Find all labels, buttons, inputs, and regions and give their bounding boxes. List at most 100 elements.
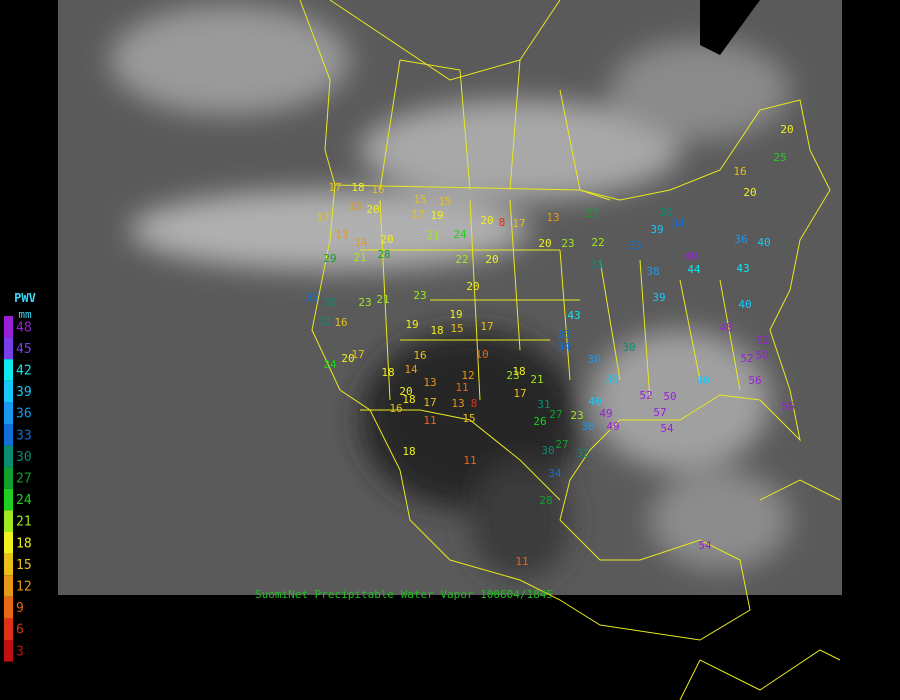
legend-label: 15 [16,558,32,573]
legend-swatch [4,510,13,532]
legend-label: 6 [16,623,24,638]
legend-swatch [4,532,13,554]
legend-swatch [4,553,13,576]
station-value: 18 [351,181,364,194]
station-value: 20 [743,186,756,199]
station-value: 20 [780,123,793,136]
station-value: 21 [426,229,439,242]
station-value: 18 [381,366,394,379]
station-value: 20 [341,352,354,365]
station-value: 17 [513,387,526,400]
station-value: 27 [555,438,568,451]
station-value: 52 [639,389,652,402]
station-value: 27 [549,408,562,421]
station-value: 52 [756,334,769,347]
station-value: 8 [499,216,506,229]
station-value: 54 [698,539,712,552]
station-value: 31 [590,258,603,271]
station-value: 17 [351,348,364,361]
station-value: 16 [733,165,746,178]
station-value: 17 [411,208,424,221]
station-value: 23 [358,296,371,309]
station-value: 13 [348,200,361,213]
station-value: 13 [335,228,348,241]
station-value: 19 [449,308,462,321]
legend-swatch [4,380,13,403]
station-value: 10 [475,348,488,361]
station-value: 20 [466,280,479,293]
legend-swatch [4,640,13,662]
legend-label: 18 [16,536,32,551]
legend-label: 48 [16,320,32,335]
legend-label: 39 [16,385,32,400]
legend-label: 36 [16,407,32,422]
station-value: 19 [405,318,418,331]
station-value: 23 [561,237,574,250]
station-value: 32 [318,315,331,328]
station-value: 8 [471,397,478,410]
station-value: 23 [506,369,519,382]
station-value: 13 [451,397,464,410]
station-value: 48 [719,321,732,334]
station-value: 18 [512,365,525,378]
station-value: 39 [605,373,618,386]
legend-swatch [4,467,13,489]
station-value: 35 [305,291,318,304]
station-value: 16 [389,402,402,415]
station-value: 11 [455,381,468,394]
station-value: 50 [755,349,768,362]
legend-label: 12 [16,580,32,595]
station-value: 20 [480,214,493,227]
station-value: 32 [576,447,589,460]
station-value: 15 [450,322,463,335]
station-value: 50 [663,390,676,403]
station-value: 14 [354,236,368,249]
legend-label: 45 [16,342,32,357]
station-value: 17 [512,217,525,230]
station-value: 28 [539,494,552,507]
station-value: 23 [570,409,583,422]
station-value: 18 [402,393,415,406]
legend-swatch [4,337,13,360]
legend-swatch [4,316,13,338]
station-value: 14 [404,363,418,376]
station-value: 17 [480,320,493,333]
station-value: 56 [781,400,794,413]
station-value: 13 [423,376,436,389]
station-value: 11 [515,555,528,568]
legend-swatch [4,575,13,597]
station-value: 13 [546,211,559,224]
station-value: 27 [585,207,598,220]
legend-label: 33 [16,428,32,443]
legend-swatch [4,445,13,468]
station-value: 44 [687,263,701,276]
station-value: 24 [323,358,337,371]
station-value: 23 [413,289,426,302]
station-value: 30 [323,296,336,309]
station-value: 40 [757,236,770,249]
station-value: 33 [628,239,641,252]
station-value: 18 [430,324,443,337]
legend-label: 9 [16,601,24,616]
station-value: 20 [366,203,379,216]
station-value: 15 [462,412,475,425]
legend-label: 30 [16,450,32,465]
legend-swatch [4,596,13,619]
station-value: 24 [453,228,467,241]
station-value: 17 [423,396,436,409]
station-value: 22 [455,253,468,266]
station-value: 33 [557,328,570,341]
station-value: 17 [328,181,341,194]
station-value: 20 [485,253,498,266]
station-value: 54 [660,422,674,435]
station-value: 15 [438,195,451,208]
station-value: 36 [581,420,594,433]
legend-label: 27 [16,472,32,487]
station-value: 15 [413,193,426,206]
station-value: 36 [734,233,747,246]
legend-title: PWV [14,291,36,305]
station-value: 19 [430,209,443,222]
station-value: 49 [599,407,612,420]
station-value: 36 [587,353,600,366]
